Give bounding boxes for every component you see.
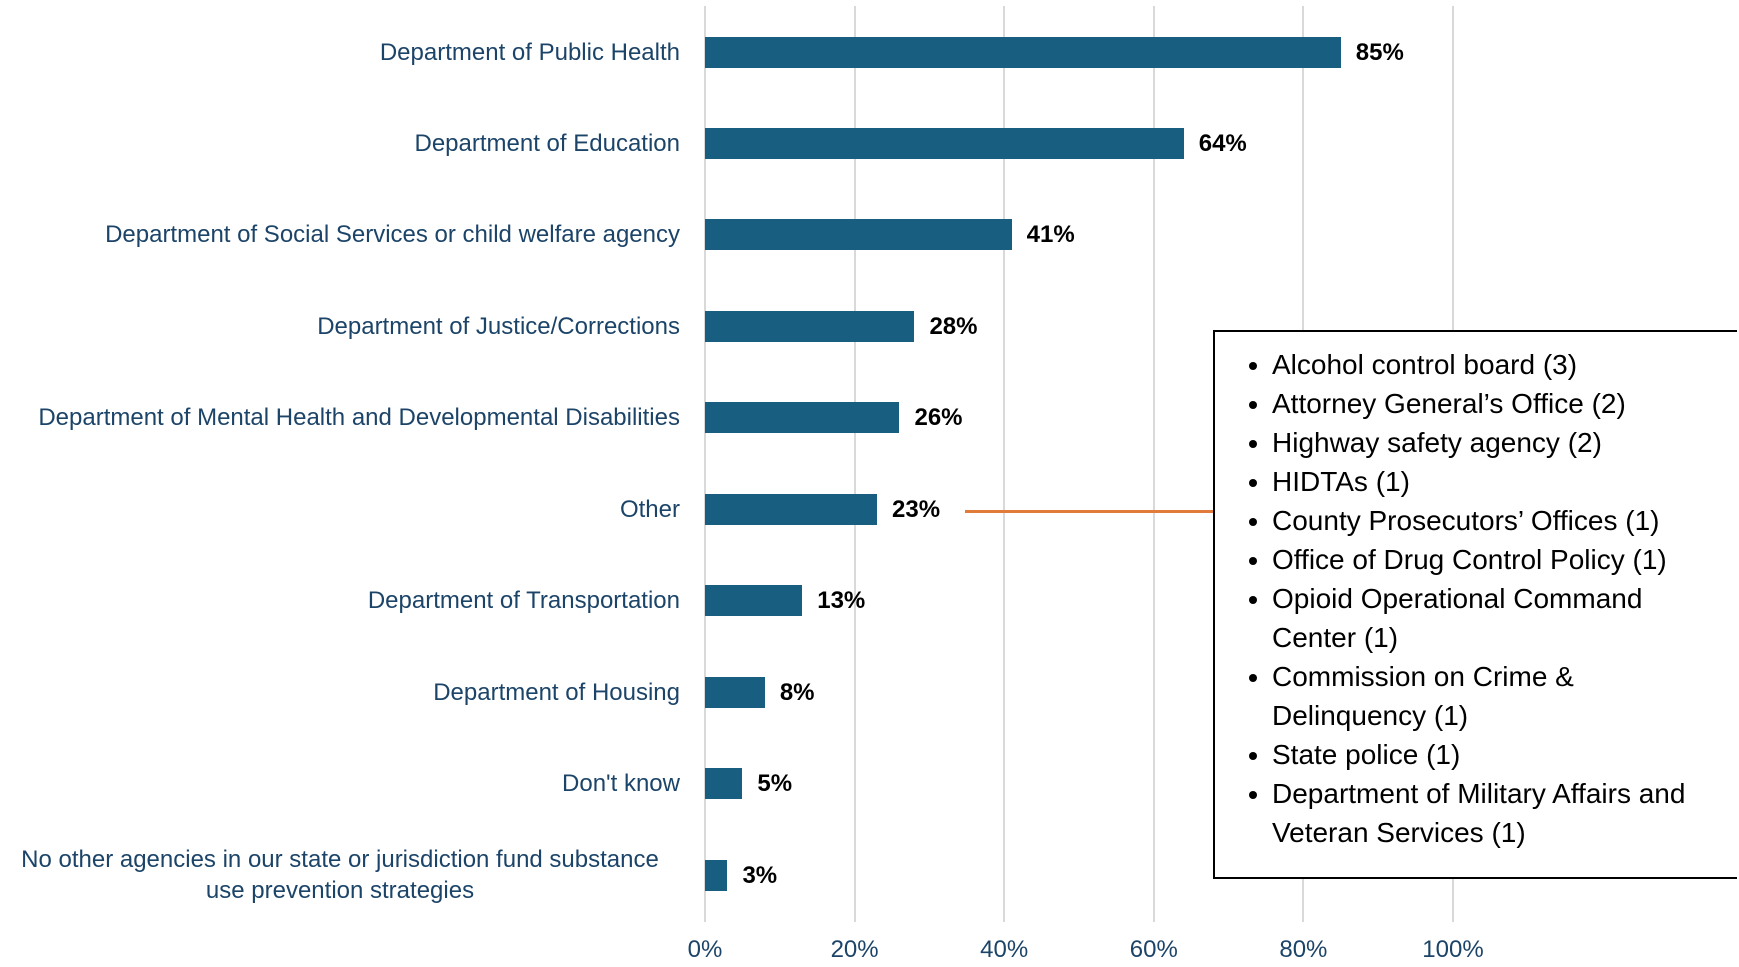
annotation-item: Attorney General’s Office (2) [1272, 384, 1734, 423]
category-label: No other agencies in our state or jurisd… [21, 846, 659, 904]
category-label-row: Department of Public Health [0, 12, 680, 92]
x-tick-label: 40% [980, 936, 1029, 963]
annotation-item: Highway safety agency (2) [1272, 423, 1734, 462]
annotation-item: County Prosecutors’ Offices (1) [1272, 501, 1734, 540]
bar [705, 36, 1341, 68]
bar [705, 585, 803, 617]
annotation-item: Office of Drug Control Policy (1) [1272, 540, 1734, 579]
category-label: Don't know [562, 770, 680, 798]
x-tick-label: 80% [1279, 936, 1328, 963]
annotation-item: Department of Military Affairs and Veter… [1272, 774, 1734, 852]
value-label: 8% [779, 678, 815, 706]
category-label: Department of Justice/Corrections [317, 312, 680, 340]
connector-line [965, 510, 1215, 514]
x-tick-label: 100% [1422, 936, 1484, 963]
x-tick-label: 0% [687, 936, 723, 963]
category-label: Department of Public Health [379, 38, 680, 66]
grid-line [853, 6, 856, 922]
category-label: Department of Housing [433, 678, 680, 706]
category-label: Department of Social Services or child w… [105, 221, 680, 249]
x-tick-label: 60% [1129, 936, 1178, 963]
bar [705, 768, 743, 800]
category-label-row: No other agencies in our state or jurisd… [0, 835, 680, 915]
category-label: Department of Transportation [367, 587, 680, 615]
value-label: 13% [817, 587, 866, 615]
grid-line [1152, 6, 1155, 922]
bar [705, 310, 915, 342]
grid-line [704, 6, 706, 922]
bar [705, 127, 1184, 159]
annotation-item: State police (1) [1272, 735, 1734, 774]
category-label-row: Other [0, 469, 680, 549]
value-label: 41% [1026, 221, 1075, 249]
grid-line [1003, 6, 1006, 922]
value-label: 26% [914, 404, 963, 432]
value-label: 28% [929, 312, 978, 340]
value-label: 3% [742, 861, 778, 889]
bar [705, 859, 728, 891]
category-label-row: Don't know [0, 744, 680, 824]
annotation-item: Opioid Operational Command Center (1) [1272, 579, 1734, 657]
x-tick-label: 20% [830, 936, 879, 963]
category-label-row: Department of Housing [0, 652, 680, 732]
annotation-item: Commission on Crime & Delinquency (1) [1272, 657, 1734, 735]
value-label: 23% [892, 495, 941, 523]
category-label-row: Department of Justice/Corrections [0, 286, 680, 366]
annotation-item: Alcohol control board (3) [1272, 345, 1734, 384]
value-label: 85% [1355, 38, 1404, 66]
bar [705, 402, 900, 434]
annotation-list: Alcohol control board (3)Attorney Genera… [1215, 332, 1734, 852]
category-label: Department of Mental Health and Developm… [38, 404, 680, 432]
category-label-row: Department of Mental Health and Developm… [0, 378, 680, 458]
category-label-row: Department of Social Services or child w… [0, 195, 680, 275]
category-label: Other [619, 495, 680, 523]
category-label-row: Department of Transportation [0, 561, 680, 641]
value-label: 5% [757, 770, 793, 798]
bar [705, 219, 1012, 251]
category-label-row: Department of Education [0, 103, 681, 183]
annotation-item: HIDTAs (1) [1272, 462, 1734, 501]
bar [705, 493, 878, 525]
annotation-box: Alcohol control board (3)Attorney Genera… [1213, 330, 1737, 879]
value-label: 64% [1198, 129, 1247, 157]
bar [705, 676, 765, 708]
category-label: Department of Education [414, 129, 681, 157]
